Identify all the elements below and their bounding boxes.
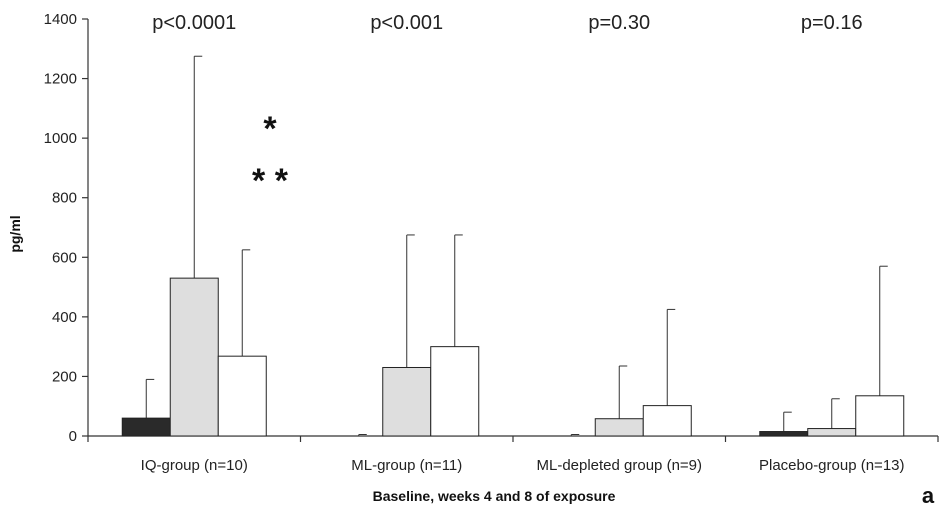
x-axis-title: Baseline, weeks 4 and 8 of exposure (373, 488, 616, 504)
y-tick-label: 0 (69, 428, 77, 445)
p-value-label: p<0.0001 (152, 12, 236, 34)
x-category-label: ML-group (n=11) (351, 457, 462, 474)
p-value-label: p=0.16 (801, 12, 863, 34)
bar (382, 366, 432, 437)
panel-label: a (922, 483, 935, 508)
p-value-label: p=0.30 (588, 12, 650, 34)
y-tick-label: 800 (52, 190, 77, 207)
x-category-labels: IQ-group (n=10) ML-group (n=11) ML-deplete… (141, 457, 905, 474)
p-value-labels: p<0.0001 p<0.001 p=0.30 p=0.16 (152, 12, 862, 34)
x-category-label: IQ-group (n=10) (141, 457, 248, 474)
x-category-label: Placebo-group (n=13) (759, 457, 905, 474)
y-tick-label: 200 (52, 368, 77, 385)
bar (430, 346, 480, 437)
bar (121, 417, 171, 437)
y-tick-label: 600 (52, 249, 77, 266)
y-tick-label: 1400 (44, 11, 77, 28)
bar (642, 405, 692, 437)
y-tick-label: 1200 (44, 71, 77, 88)
y-tick-labels: 0 200 400 600 800 1000 1200 1400 (44, 11, 77, 445)
bar (217, 355, 267, 437)
chart-bars (121, 277, 905, 437)
bar (169, 277, 219, 437)
y-axis-title: pg/ml (7, 215, 23, 252)
x-category-label: ML-depleted group (n=9) (536, 457, 702, 474)
significance-marker-double: * * (252, 162, 289, 200)
p-value-label: p<0.001 (370, 12, 443, 34)
error-bars (145, 55, 888, 436)
bar (759, 431, 809, 437)
y-tick-label: 1000 (44, 130, 77, 147)
y-tick-label: 400 (52, 309, 77, 326)
significance-marker-single: * (263, 110, 277, 148)
bar (807, 428, 857, 437)
bar (855, 395, 905, 437)
bar (594, 418, 644, 437)
